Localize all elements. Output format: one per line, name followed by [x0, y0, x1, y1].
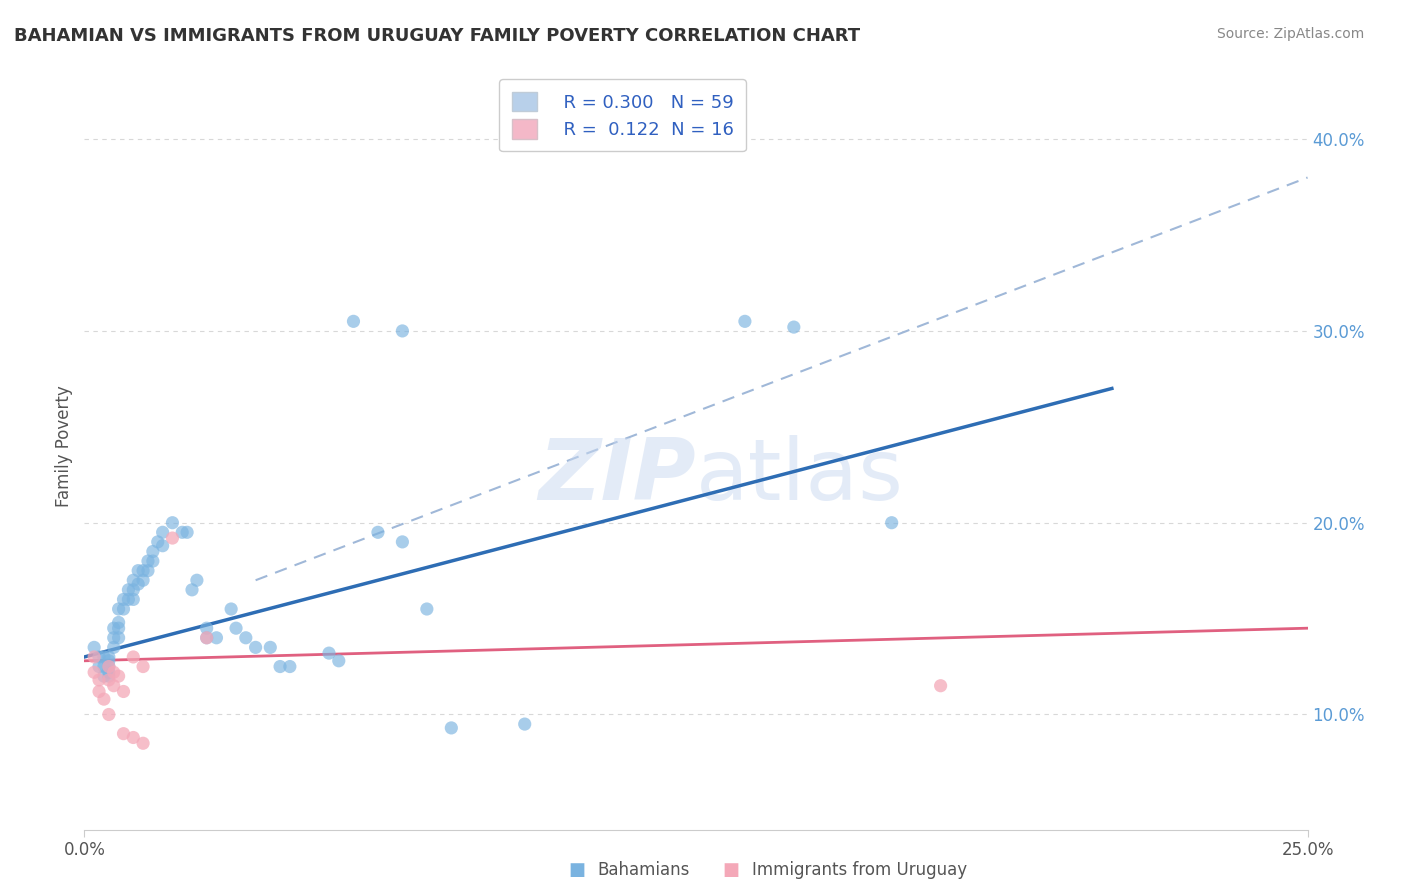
Point	[122, 573, 145, 587]
Point	[107, 621, 129, 635]
Text: ■: ■	[723, 861, 740, 879]
Point	[342, 314, 364, 328]
Point	[142, 554, 165, 568]
Point	[391, 534, 413, 549]
Point	[880, 516, 903, 530]
Point	[97, 673, 120, 687]
Point	[107, 669, 129, 683]
Point	[513, 717, 536, 731]
Text: BAHAMIAN VS IMMIGRANTS FROM URUGUAY FAMILY POVERTY CORRELATION CHART: BAHAMIAN VS IMMIGRANTS FROM URUGUAY FAMI…	[14, 27, 860, 45]
Point	[103, 665, 125, 680]
Point	[328, 654, 350, 668]
Point	[278, 659, 301, 673]
Point	[93, 649, 115, 664]
Text: ■: ■	[568, 861, 585, 879]
Point	[195, 621, 218, 635]
Point	[107, 602, 129, 616]
Point	[132, 564, 155, 578]
Point	[122, 731, 145, 745]
Point	[117, 592, 139, 607]
Point	[152, 525, 174, 540]
Point	[83, 640, 105, 655]
Point	[132, 736, 155, 750]
Point	[783, 320, 806, 334]
Point	[367, 525, 389, 540]
Point	[269, 659, 291, 673]
Point	[146, 534, 169, 549]
Y-axis label: Family Poverty: Family Poverty	[55, 385, 73, 507]
Point	[152, 539, 174, 553]
Point	[97, 665, 120, 680]
Point	[97, 649, 120, 664]
Point	[97, 659, 120, 673]
Point	[219, 602, 242, 616]
Point	[93, 692, 115, 706]
Point	[87, 649, 110, 664]
Point	[181, 582, 204, 597]
Point	[318, 646, 340, 660]
Point	[195, 631, 218, 645]
Point	[93, 669, 115, 683]
Point	[132, 659, 155, 673]
Point	[97, 659, 120, 673]
Point	[205, 631, 228, 645]
Point	[103, 621, 125, 635]
Point	[103, 640, 125, 655]
Text: atlas: atlas	[696, 435, 904, 518]
Point	[87, 659, 110, 673]
Point	[97, 654, 120, 668]
Point	[235, 631, 257, 645]
Point	[186, 573, 208, 587]
Point	[440, 721, 463, 735]
Point	[136, 554, 159, 568]
Point	[83, 665, 105, 680]
Text: ZIP: ZIP	[538, 435, 696, 518]
Point	[225, 621, 247, 635]
Point	[162, 516, 184, 530]
Legend:   R = 0.300   N = 59,   R =  0.122  N = 16: R = 0.300 N = 59, R = 0.122 N = 16	[499, 79, 747, 152]
Point	[142, 544, 165, 558]
Point	[136, 564, 159, 578]
Point	[83, 649, 105, 664]
Point	[162, 531, 184, 545]
Text: Source: ZipAtlas.com: Source: ZipAtlas.com	[1216, 27, 1364, 41]
Point	[87, 673, 110, 687]
Point	[97, 707, 120, 722]
Point	[132, 573, 155, 587]
Point	[112, 727, 135, 741]
Point	[107, 615, 129, 630]
Point	[112, 592, 135, 607]
Point	[122, 649, 145, 664]
Point	[259, 640, 281, 655]
Point	[127, 564, 149, 578]
Text: Bahamians: Bahamians	[598, 861, 690, 879]
Point	[107, 631, 129, 645]
Point	[97, 669, 120, 683]
Point	[122, 592, 145, 607]
Point	[245, 640, 267, 655]
Point	[929, 679, 952, 693]
Point	[172, 525, 194, 540]
Point	[103, 679, 125, 693]
Point	[176, 525, 198, 540]
Point	[391, 324, 413, 338]
Point	[117, 582, 139, 597]
Text: Immigrants from Uruguay: Immigrants from Uruguay	[752, 861, 967, 879]
Point	[93, 659, 115, 673]
Point	[195, 631, 218, 645]
Point	[103, 631, 125, 645]
Point	[416, 602, 439, 616]
Point	[127, 577, 149, 591]
Point	[734, 314, 756, 328]
Point	[112, 602, 135, 616]
Point	[87, 684, 110, 698]
Point	[122, 582, 145, 597]
Point	[112, 684, 135, 698]
